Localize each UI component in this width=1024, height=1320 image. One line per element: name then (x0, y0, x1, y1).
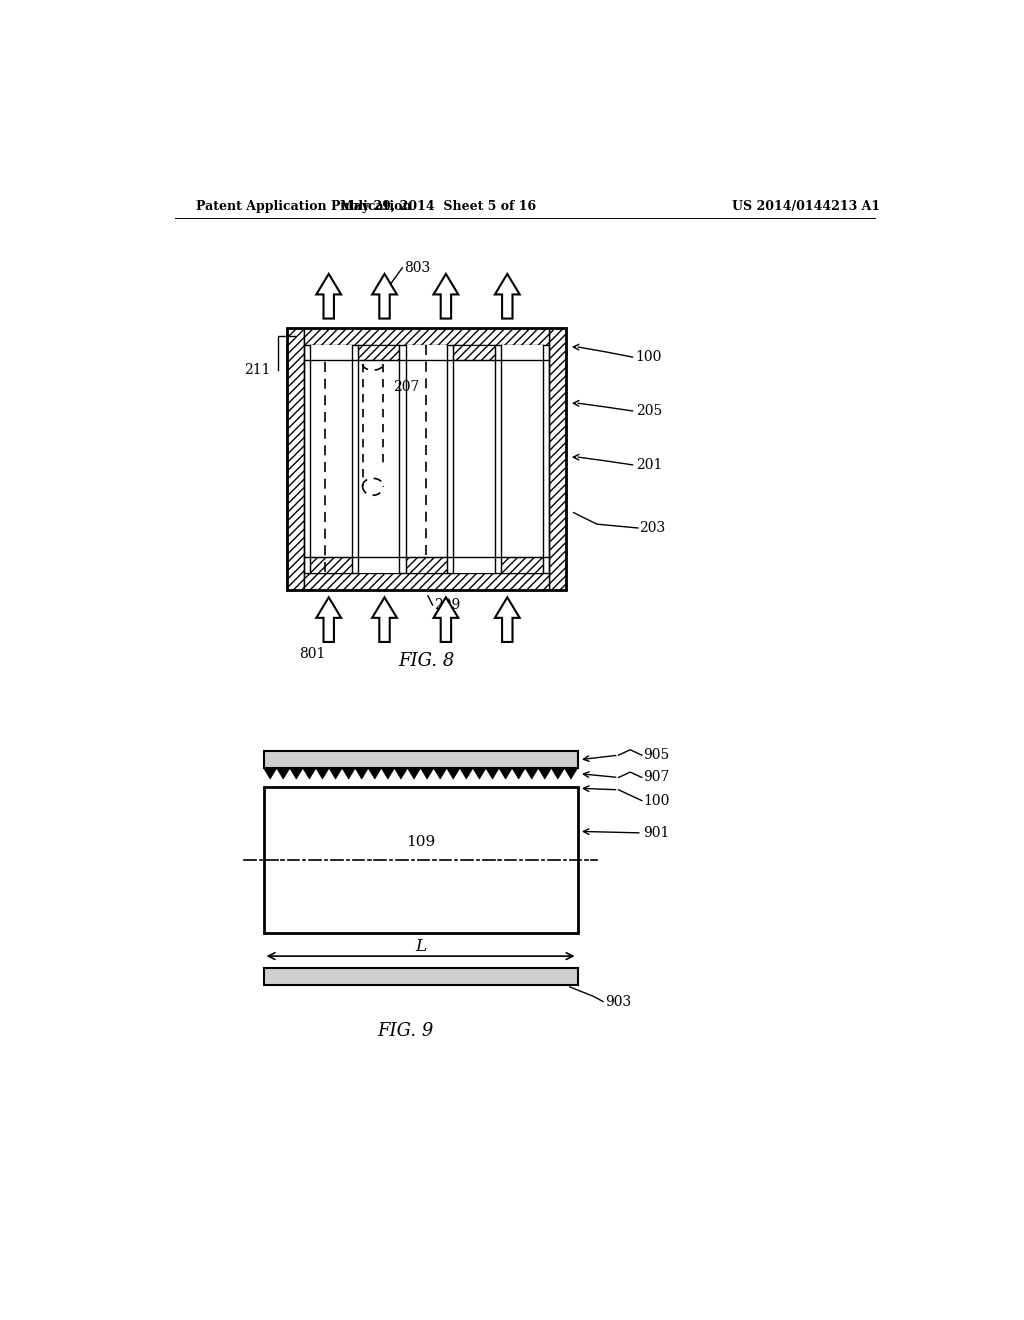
Polygon shape (342, 768, 355, 779)
Bar (287, 327, 304, 590)
Polygon shape (499, 768, 512, 779)
Bar (454, 345, 495, 360)
Bar (304, 345, 310, 573)
Text: 201: 201 (636, 458, 662, 471)
Polygon shape (486, 768, 499, 779)
Polygon shape (372, 275, 397, 318)
Text: 203: 203 (640, 521, 666, 535)
Bar (304, 573, 549, 590)
Bar (406, 557, 447, 573)
Polygon shape (355, 768, 369, 779)
Bar (501, 345, 543, 573)
Polygon shape (329, 768, 342, 779)
Text: May 29, 2014  Sheet 5 of 16: May 29, 2014 Sheet 5 of 16 (340, 199, 536, 213)
Text: 211: 211 (245, 363, 270, 378)
Text: FIG. 9: FIG. 9 (377, 1022, 433, 1040)
Polygon shape (408, 768, 421, 779)
Polygon shape (421, 768, 433, 779)
Text: 907: 907 (643, 771, 670, 784)
Polygon shape (446, 768, 460, 779)
Polygon shape (512, 768, 525, 779)
Bar (263, 751, 578, 768)
Polygon shape (539, 768, 551, 779)
Text: 109: 109 (406, 836, 435, 849)
Polygon shape (263, 768, 276, 779)
Bar (351, 345, 357, 573)
Polygon shape (369, 768, 381, 779)
Polygon shape (473, 768, 486, 779)
Polygon shape (290, 768, 303, 779)
Text: 803: 803 (403, 261, 430, 275)
Polygon shape (564, 768, 578, 779)
Bar (304, 345, 549, 573)
Polygon shape (433, 275, 459, 318)
Polygon shape (316, 275, 341, 318)
Bar (357, 345, 399, 360)
Text: 100: 100 (643, 793, 670, 808)
Bar (263, 968, 578, 985)
Text: 205: 205 (636, 404, 662, 418)
Bar (310, 345, 351, 573)
Polygon shape (372, 597, 397, 642)
Bar (454, 345, 495, 573)
Polygon shape (551, 768, 564, 779)
Polygon shape (381, 768, 394, 779)
Text: 100: 100 (636, 350, 662, 364)
Polygon shape (433, 768, 446, 779)
Bar (495, 345, 501, 573)
Polygon shape (276, 768, 290, 779)
Bar (310, 557, 351, 573)
Polygon shape (495, 597, 520, 642)
Text: US 2014/0144213 A1: US 2014/0144213 A1 (732, 199, 881, 213)
Bar (447, 345, 454, 573)
Text: 903: 903 (604, 994, 631, 1008)
Bar (287, 327, 566, 590)
Polygon shape (394, 768, 408, 779)
Polygon shape (303, 768, 316, 779)
Bar (304, 327, 549, 345)
Text: 901: 901 (643, 826, 670, 840)
Polygon shape (495, 275, 520, 318)
Text: 801: 801 (299, 647, 326, 660)
Text: Patent Application Publication: Patent Application Publication (197, 199, 412, 213)
Text: FIG. 8: FIG. 8 (398, 652, 455, 671)
Bar (399, 345, 406, 573)
Polygon shape (460, 768, 473, 779)
Polygon shape (433, 597, 459, 642)
Text: L: L (415, 937, 426, 954)
Bar (549, 327, 566, 590)
Bar (357, 345, 399, 573)
Bar (263, 787, 578, 933)
Text: 905: 905 (643, 748, 670, 762)
Bar (543, 345, 549, 573)
Text: 209: 209 (434, 598, 461, 612)
Bar (501, 557, 543, 573)
Polygon shape (525, 768, 539, 779)
Polygon shape (316, 768, 329, 779)
Text: 207: 207 (392, 380, 419, 395)
Bar (406, 345, 447, 573)
Polygon shape (316, 597, 341, 642)
